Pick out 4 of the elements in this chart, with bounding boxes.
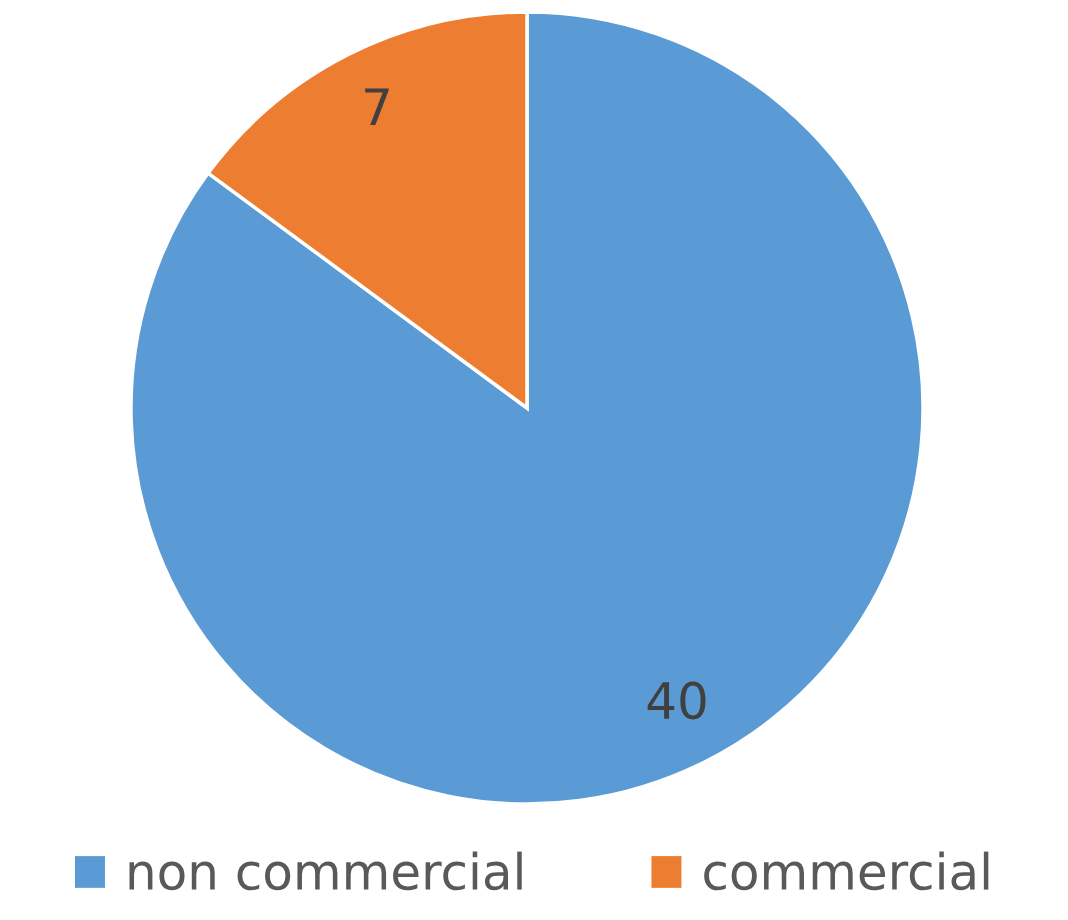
legend-label: commercial <box>704 851 989 891</box>
data-label: 40 <box>647 681 706 720</box>
legend-label: non commercial <box>129 851 522 891</box>
data-label: 7 <box>365 88 389 125</box>
